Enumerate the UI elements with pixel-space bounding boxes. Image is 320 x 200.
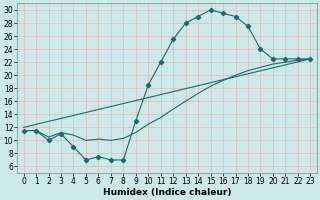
- X-axis label: Humidex (Indice chaleur): Humidex (Indice chaleur): [103, 188, 231, 197]
